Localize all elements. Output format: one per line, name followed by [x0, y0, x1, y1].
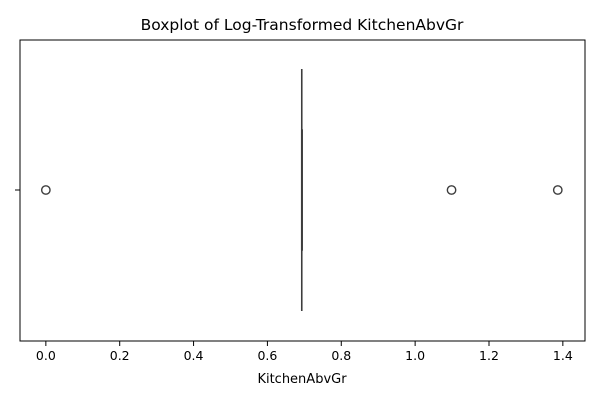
x-tick-label: 1.0 — [405, 348, 425, 363]
x-tick-label: 0.4 — [184, 348, 204, 363]
x-tick-label: 0.6 — [257, 348, 277, 363]
x-tick-label: 0.0 — [36, 348, 56, 363]
boxplot-box — [300, 69, 303, 311]
x-tick-label: 0.8 — [331, 348, 351, 363]
chart-title: Boxplot of Log-Transformed KitchenAbvGr — [141, 16, 464, 34]
x-tick-label: 0.2 — [110, 348, 130, 363]
outlier-point — [446, 185, 457, 195]
x-tick-label: 1.4 — [553, 348, 573, 363]
x-axis-ticks: 0.0 0.2 0.4 0.6 0.8 1.0 1.2 1.4 — [36, 341, 573, 363]
outlier-point — [552, 185, 563, 195]
outlier-point — [40, 185, 51, 195]
x-tick-label: 1.2 — [479, 348, 499, 363]
outlier-points — [40, 185, 563, 195]
x-axis-label: KitchenAbvGr — [257, 372, 347, 387]
